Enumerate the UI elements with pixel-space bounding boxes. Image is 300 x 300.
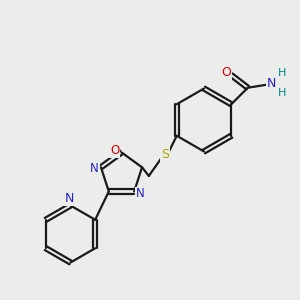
Text: H: H xyxy=(278,68,286,78)
Text: N: N xyxy=(267,77,277,90)
Text: O: O xyxy=(221,66,231,79)
Text: N: N xyxy=(90,162,99,175)
Text: H: H xyxy=(278,88,286,98)
Text: N: N xyxy=(136,188,145,200)
Text: O: O xyxy=(110,144,119,158)
Text: S: S xyxy=(161,148,169,161)
Text: N: N xyxy=(64,192,74,206)
